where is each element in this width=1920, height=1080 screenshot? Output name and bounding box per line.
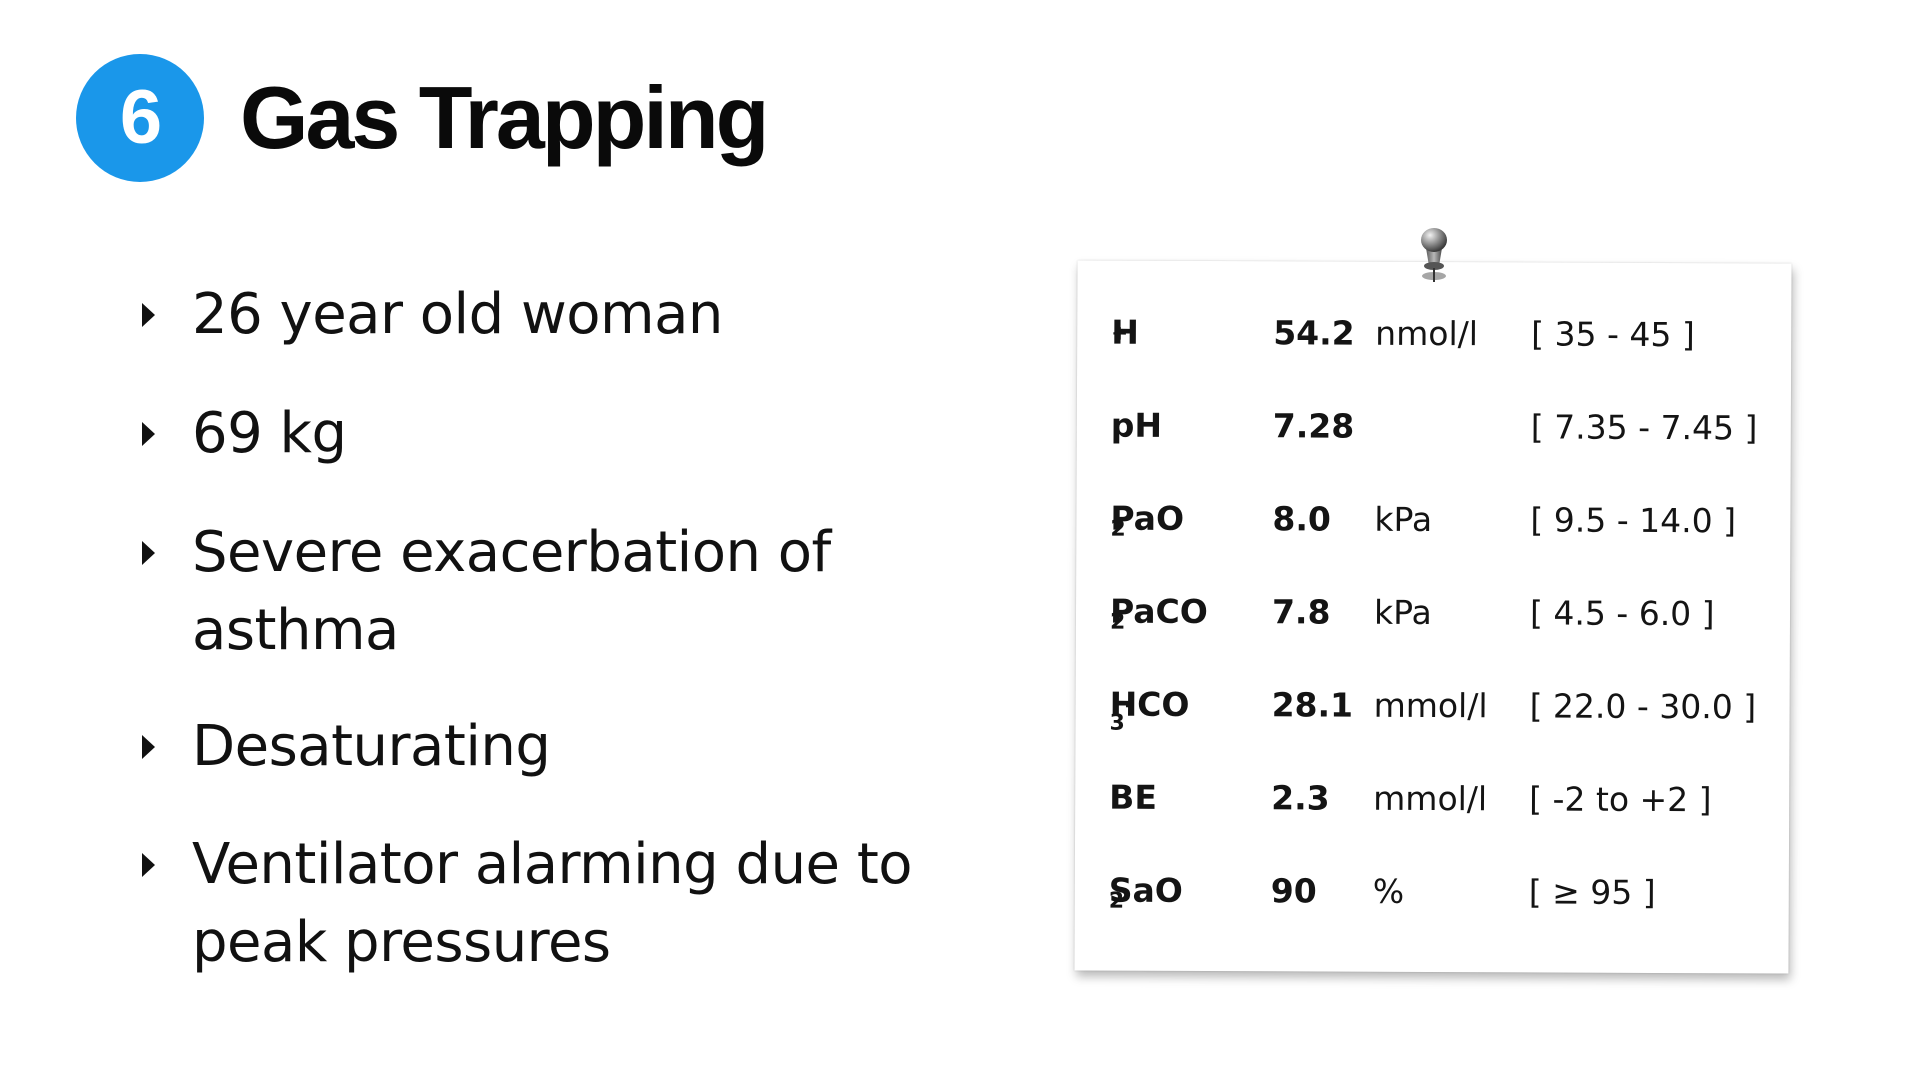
bullet-line: 26 year old woman [192,282,723,347]
lab-unit: mmol/l [1373,685,1488,726]
bullet-text: Severe exacerbation of asthma [192,514,831,670]
lab-row: pH 7.28 [ 7.35 - 7.45 ] [1077,395,1791,458]
bullet-item: Desaturating [140,708,940,786]
pushpin-icon [1412,226,1456,288]
bullet-line: asthma [192,598,399,663]
lab-value: 7.28 [1272,406,1355,446]
lab-results-card: H + 54.2 nmol/l [ 35 - 45 ] pH 7.28 [ 7.3… [1074,260,1792,974]
bullet-text: Ventilator alarming due to peak pressure… [192,826,913,982]
lab-row: BE 2.3 mmol/l [ -2 to +2 ] [1075,767,1789,830]
lab-reference-range: [ ≥ 95 ] [1528,872,1656,912]
triangle-right-icon [140,514,192,592]
lab-reference-range: [ -2 to +2 ] [1529,779,1712,820]
lab-row: PaO 2 8.0 kPa [ 9.5 - 14.0 ] [1076,488,1790,551]
lab-unit: kPa [1374,499,1433,539]
triangle-right-icon [140,276,192,354]
step-number-badge: 6 [76,54,204,182]
lab-value: 90 [1270,871,1317,911]
lab-parameter: SaO 2 [1108,870,1183,914]
lab-reference-range: [ 9.5 - 14.0 ] [1530,500,1737,541]
lab-value: 2.3 [1271,778,1330,818]
lab-parameter: PaCO 2 [1109,591,1208,635]
lab-reference-range: [ 22.0 - 30.0 ] [1529,686,1757,727]
lab-row: HCO 3- 28.1 mmol/l [ 22.0 - 30.0 ] [1075,674,1789,737]
bullet-item: 26 year old woman [140,276,940,354]
step-number: 6 [119,75,162,160]
lab-reference-range: [ 35 - 45 ] [1531,314,1695,355]
bullet-line: Ventilator alarming due to [192,832,913,897]
bullet-line: peak pressures [192,910,611,975]
bullet-line: Desaturating [192,714,551,779]
triangle-right-icon [140,395,192,473]
lab-row: SaO 2 90 % [ ≥ 95 ] [1075,860,1789,923]
lab-unit: mmol/l [1373,778,1488,819]
bullet-item: Severe exacerbation of asthma [140,514,940,670]
bullet-text: 26 year old woman [192,276,723,354]
bullet-item: Ventilator alarming due to peak pressure… [140,826,940,982]
bullet-line: 69 kg [192,401,347,466]
bullet-line: Severe exacerbation of [192,520,831,585]
lab-value: 54.2 [1273,313,1355,353]
lab-unit: nmol/l [1375,313,1479,354]
lab-value: 28.1 [1271,685,1354,725]
triangle-right-icon [140,708,192,786]
triangle-right-icon [140,826,192,904]
lab-parameter: H + [1111,312,1139,352]
lab-row: H + 54.2 nmol/l [ 35 - 45 ] [1077,302,1791,365]
bullet-text: 69 kg [192,395,347,473]
page-title: Gas Trapping [240,68,769,167]
lab-value: 8.0 [1272,499,1331,539]
lab-unit: % [1372,871,1405,911]
lab-parameter: HCO 3- [1109,684,1190,736]
bullet-item: 69 kg [140,395,940,473]
lab-reference-range: [ 4.5 - 6.0 ] [1529,593,1715,634]
lab-reference-range: [ 7.35 - 7.45 ] [1530,407,1758,448]
lab-unit: kPa [1373,592,1432,632]
lab-value: 7.8 [1271,592,1331,632]
bullet-text: Desaturating [192,708,551,786]
lab-row: PaCO 2 7.8 kPa [ 4.5 - 6.0 ] [1076,581,1790,644]
lab-parameter: PaO 2 [1110,498,1185,542]
